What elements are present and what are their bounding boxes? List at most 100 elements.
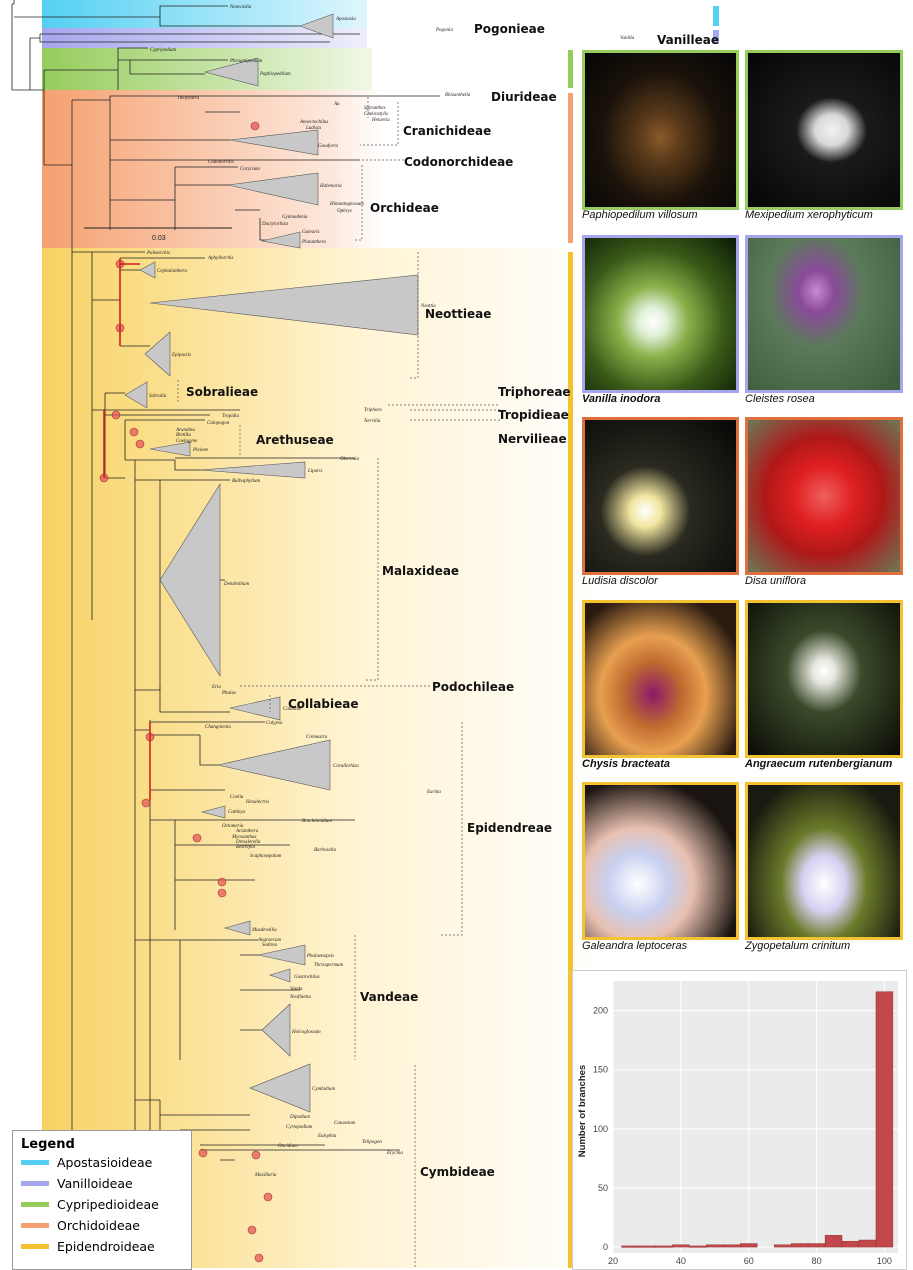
histogram-bar	[655, 1245, 673, 1248]
photo-disa-uniflora	[745, 417, 903, 575]
band-cypripedioideae	[42, 48, 372, 90]
legend-item: Epidendroideae	[21, 1236, 191, 1257]
side-bar-orchidoideae	[568, 93, 573, 243]
tip-label: Angraecum	[257, 938, 281, 943]
tip-label: Tropidia	[222, 414, 240, 419]
x-tick-label: 80	[812, 1256, 822, 1266]
legend-swatch	[21, 1244, 49, 1249]
histogram-bar	[841, 1240, 860, 1248]
y-tick-label: 50	[598, 1183, 608, 1193]
scale-bar-label: 0.03	[152, 235, 166, 242]
tip-label: Goodyera	[318, 144, 338, 149]
legend-item: Apostasioideae	[21, 1152, 191, 1173]
tribe-arethuseae: Arethuseae	[256, 433, 334, 447]
tip-label: Cephalanthera	[157, 269, 187, 274]
tip-label: Palmorchis	[146, 251, 170, 256]
caption-p1: Paphiopedilum villosum	[582, 209, 698, 221]
photo-chysis-bracteata	[582, 600, 739, 758]
tip-label: Vanilla	[620, 36, 635, 41]
tribe-tropidieae: Tropidieae	[498, 408, 569, 422]
caption-p8: Angraecum rutenbergianum	[745, 758, 893, 770]
tribe-cranichideae: Cranichideae	[403, 124, 491, 138]
histogram-bar	[621, 1245, 639, 1248]
tip-label: Maxillaria	[254, 1173, 277, 1178]
legend-item: Vanilloideae	[21, 1173, 191, 1194]
tip-label: Dresslerella	[235, 840, 261, 845]
band-orchidoideae	[42, 90, 382, 248]
tip-label: Cremastra	[306, 735, 328, 740]
legend-swatch	[21, 1181, 49, 1186]
histogram-bar	[706, 1244, 724, 1248]
tip-label: Changnienia	[205, 725, 231, 730]
tip-label: Epipactis	[171, 353, 191, 358]
tip-label: Ophrys	[337, 209, 352, 214]
tip-label: Hexalectris	[245, 800, 269, 805]
histogram-bar	[790, 1243, 809, 1248]
tribe-sobralieae: Sobralieae	[186, 385, 258, 399]
photo-zygopetalum-crinitum	[745, 782, 903, 940]
tip-label: Corycium	[240, 167, 260, 172]
tip-label: Dipodium	[289, 1115, 310, 1120]
tip-label: Apostasia	[335, 17, 356, 22]
tribe-vandeae: Vandeae	[360, 990, 418, 1004]
legend-swatch	[21, 1160, 49, 1165]
tip-label: Oberonia	[340, 457, 359, 462]
tip-label: Cymbidium	[312, 1087, 335, 1092]
photo-ludisia-discolor	[582, 417, 739, 575]
tip-label: Telipogon	[362, 1140, 382, 1145]
tribe-nervilieae: Nervilieae	[498, 432, 567, 446]
tip-label: Eulophia	[317, 1134, 337, 1139]
x-tick-label: 20	[608, 1256, 618, 1266]
tip-label: Scaphosepalum	[250, 854, 282, 859]
photo-paphiopedilum-villosum	[582, 50, 739, 210]
caption-p4: Cleistes rosea	[745, 393, 815, 405]
caption-p10: Zygopetalum crinitum	[745, 940, 851, 952]
tribe-diurideae: Diurideae	[491, 90, 557, 104]
histogram-bar	[672, 1244, 690, 1248]
caption-p7: Chysis bracteata	[582, 758, 671, 770]
side-bar-cypripedioideae	[568, 50, 573, 88]
caption-p3: Vanilla inodora	[582, 393, 661, 405]
tribe-codonorchideae: Codonorchideae	[404, 155, 513, 169]
histogram-bar	[875, 991, 894, 1248]
tip-label: Sobralia	[149, 394, 167, 399]
support-histogram: 0 50 100 150 200 20 40 60 80 100 Number of branc…	[572, 970, 907, 1270]
tip-label: Corallorhiza	[333, 764, 359, 769]
legend-title: Legend	[21, 1137, 75, 1152]
tip-label: Spiranthes	[364, 106, 385, 111]
tip-label: Calypso	[266, 721, 283, 726]
tribe-cymbideae: Cymbideae	[420, 1165, 495, 1179]
photo-vanilla-inodora	[582, 235, 739, 393]
legend-label: Vanilloideae	[57, 1176, 133, 1191]
tribe-collabieae: Collabieae	[288, 697, 358, 711]
tip-label: Himantoglossum	[329, 202, 364, 207]
histogram-bar	[689, 1245, 707, 1248]
tip-label: Erycina	[386, 1151, 403, 1156]
tip-label: Nervilia	[363, 419, 381, 424]
histogram-bar	[824, 1235, 843, 1248]
tip-label: Ludisia	[305, 126, 322, 131]
legend-item: Orchidoideae	[21, 1215, 191, 1236]
tip-label: Coelia	[230, 795, 244, 800]
tip-label: Neottia	[420, 304, 436, 309]
tip-label: Masdevallia	[251, 928, 277, 933]
caption-p5: Ludisia discolor	[582, 575, 658, 587]
tip-label: Gymnadenia	[282, 215, 308, 220]
histogram-bar	[740, 1243, 758, 1248]
tip-label: Myoxanthus	[231, 835, 256, 840]
histogram-plot-area	[613, 981, 898, 1253]
x-tick-label: 40	[676, 1256, 686, 1266]
tip-label: Triphora	[364, 408, 382, 413]
tip-label: Neofinetia	[289, 995, 311, 1000]
tip-label: Cattleya	[228, 810, 245, 815]
tip-label: Cyrtopodium	[286, 1125, 313, 1130]
tip-label: Catasetum	[334, 1121, 356, 1126]
tribe-neottieae: Neottieae	[425, 307, 491, 321]
tip-label: Bulbophyllum	[232, 479, 260, 484]
tip-label: Anoectochilus	[299, 120, 328, 125]
tip-label: Calopogon	[207, 421, 230, 426]
x-tick-label: 100	[877, 1256, 892, 1266]
legend-label: Epidendroideae	[57, 1239, 155, 1254]
